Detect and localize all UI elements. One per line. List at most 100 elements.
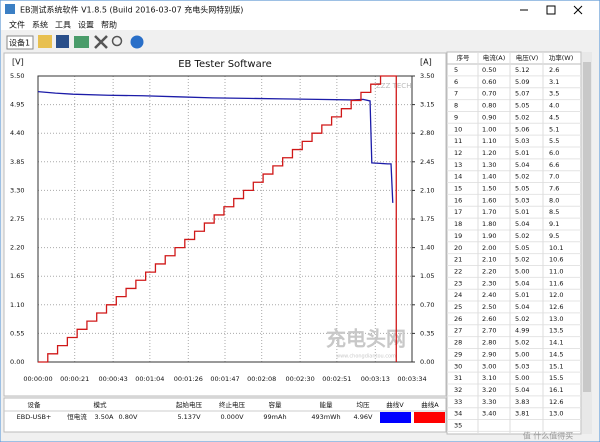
table-cell: 5.00 — [515, 374, 529, 382]
summary-header: 能量 — [320, 400, 334, 409]
summary-header: 终止电压 — [219, 400, 246, 409]
table-cell: 5.02 — [515, 232, 529, 240]
x-tick-label: 00:02:08 — [247, 375, 276, 383]
chart-title: EB Tester Software — [178, 59, 272, 70]
save-button[interactable] — [56, 35, 69, 48]
table-cell: 14.5 — [549, 350, 563, 358]
y-tick-label: 3.30 — [10, 186, 24, 194]
y-tick-label: 0.00 — [10, 358, 24, 366]
close-button[interactable] — [573, 5, 583, 15]
menu-bar — [1, 18, 599, 30]
y2-tick-label: 2.80 — [420, 129, 434, 137]
y2-tick-label: 2.45 — [420, 158, 434, 166]
summary-cell: 99mAh — [263, 413, 286, 421]
app-icon — [5, 4, 15, 14]
table-cell: 32 — [454, 386, 462, 394]
y-tick-label: 4.40 — [10, 129, 24, 137]
table-cell: 0.90 — [482, 113, 496, 121]
menu-item[interactable]: 系统 — [32, 20, 48, 30]
tools-button[interactable] — [94, 35, 108, 49]
summary-cell: 493mWh — [311, 413, 340, 421]
table-cell: 0.70 — [482, 90, 496, 98]
table-cell: 10.6 — [549, 256, 563, 264]
table-cell: 5.01 — [515, 208, 529, 216]
y-axis-label: [V] — [12, 58, 24, 67]
table-cell: 11.0 — [549, 267, 563, 275]
table-cell: 2.6 — [549, 66, 559, 74]
device-label[interactable]: 设备1 — [9, 38, 30, 48]
table-cell: 24 — [454, 291, 462, 299]
table-cell: 4.99 — [515, 327, 529, 335]
chart-panel — [3, 52, 447, 397]
menu-item[interactable]: 文件 — [9, 20, 25, 30]
table-cell: 14.1 — [549, 339, 563, 347]
table-cell: 25 — [454, 303, 462, 311]
y2-tick-label: 1.40 — [420, 244, 434, 252]
table-cell: 10.1 — [549, 244, 563, 252]
table-cell: 4.5 — [549, 113, 559, 121]
table-cell: 13 — [454, 161, 462, 169]
x-tick-label: 00:01:04 — [135, 375, 164, 383]
table-cell: 2.00 — [482, 244, 496, 252]
table-cell: 6.6 — [549, 161, 559, 169]
summary-header: 均压 — [357, 400, 371, 409]
scroll-thumb[interactable] — [583, 62, 591, 392]
table-cell: 5 — [454, 66, 458, 74]
info-button[interactable] — [130, 35, 144, 49]
x-tick-label: 00:03:34 — [397, 375, 426, 383]
table-cell: 27 — [454, 327, 462, 335]
table-cell: 13.0 — [549, 410, 563, 418]
table-cell: 8.0 — [549, 196, 559, 204]
search-button[interactable] — [111, 35, 123, 47]
table-cell: 1.40 — [482, 173, 496, 181]
x-tick-label: 00:02:30 — [286, 375, 315, 383]
summary-cell: 4.96V — [354, 413, 373, 421]
summary-table — [3, 397, 447, 433]
table-cell: 5.07 — [515, 90, 529, 98]
summary-cell: EBD-USB+ — [17, 413, 52, 421]
table-header: 电流(A) — [483, 53, 506, 62]
table-cell: 20 — [454, 244, 462, 252]
y-tick-label: 5.50 — [10, 72, 24, 80]
maximize-button[interactable] — [546, 5, 556, 15]
table-cell: 0.80 — [482, 102, 496, 110]
menu-item[interactable]: 设置 — [78, 20, 94, 30]
curve-color[interactable] — [380, 412, 411, 423]
device-select[interactable] — [6, 35, 34, 50]
series-line — [37, 90, 394, 203]
y2-tick-label: 3.15 — [420, 101, 434, 109]
open-button[interactable] — [38, 35, 52, 48]
table-cell: 3.30 — [482, 398, 496, 406]
table-cell: 0.50 — [482, 66, 496, 74]
y-tick-label: 2.75 — [10, 215, 24, 223]
y-tick-label: 1.10 — [10, 301, 24, 309]
plot-area — [37, 75, 413, 363]
table-cell: 1.80 — [482, 220, 496, 228]
table-cell: 10 — [454, 125, 462, 133]
summary-header: 容量 — [269, 400, 283, 409]
table-cell: 9.1 — [549, 220, 559, 228]
curve-color[interactable] — [414, 412, 445, 423]
table-cell: 5.01 — [515, 291, 529, 299]
table-cell: 1.50 — [482, 185, 496, 193]
y-tick-label: 0.55 — [10, 329, 24, 337]
table-cell: 5.09 — [515, 78, 529, 86]
menu-item[interactable]: 帮助 — [101, 20, 117, 30]
corner-watermark: 值 什么值得买 — [523, 431, 574, 441]
menu-item[interactable]: 工具 — [55, 21, 71, 30]
table-cell: 5.01 — [515, 149, 529, 157]
table-cell: 2.30 — [482, 279, 496, 287]
summary-cell: 0.80V — [119, 413, 138, 421]
table-cell: 3.40 — [482, 410, 496, 418]
table-cell: 1.60 — [482, 196, 496, 204]
summary-header: 设备 — [28, 400, 42, 409]
table-cell: 3.1 — [549, 78, 559, 86]
table-cell: 17 — [454, 208, 462, 216]
table-cell: 1.70 — [482, 208, 496, 216]
y2-tick-label: 3.50 — [420, 72, 434, 80]
table-cell: 5.04 — [515, 303, 529, 311]
table-cell: 5.04 — [515, 386, 529, 394]
chart-button[interactable] — [74, 36, 89, 48]
table-cell: 11.6 — [549, 279, 563, 287]
